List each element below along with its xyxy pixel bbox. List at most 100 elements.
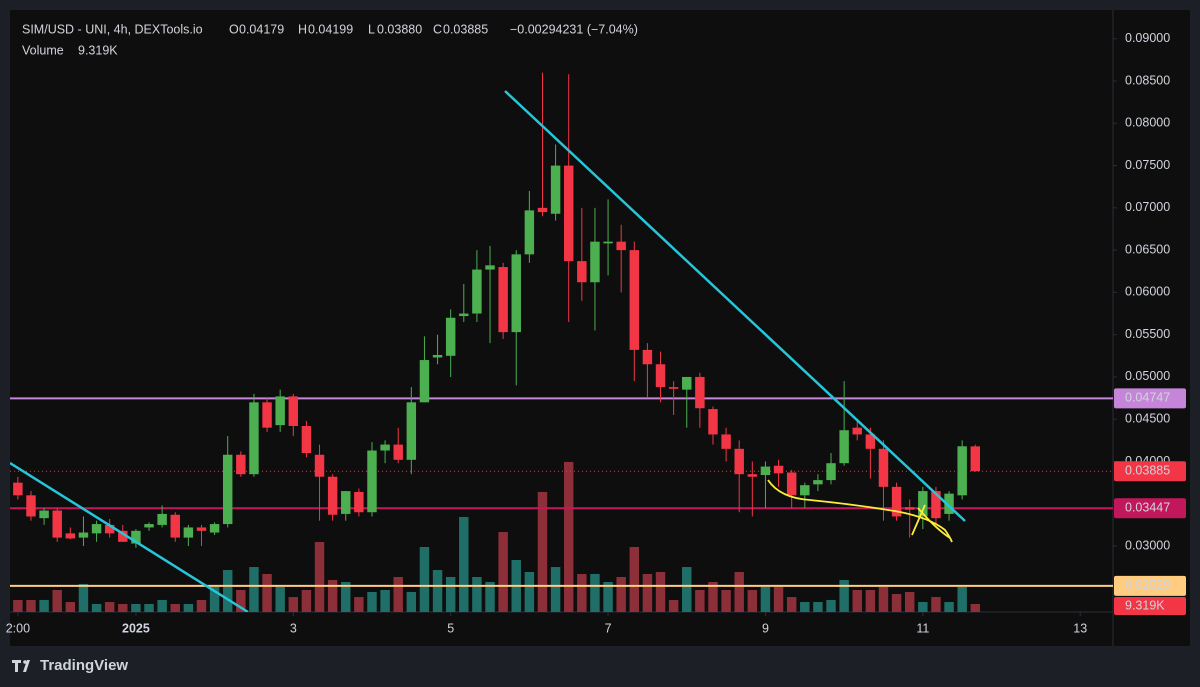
last-volume-label: 9.319K (1125, 598, 1165, 612)
candle-body (786, 472, 797, 496)
volume-bar (131, 604, 141, 612)
high-label: H (298, 22, 307, 36)
volume-bar (222, 570, 233, 612)
candle-body (314, 454, 325, 477)
volume-bar (904, 591, 915, 612)
y-tick-label: 0.03000 (1125, 538, 1170, 552)
high-value: 0.04199 (308, 22, 353, 36)
candle-body (734, 448, 744, 475)
volume-bar (13, 599, 23, 612)
volume-bar (485, 581, 495, 612)
candle-body (341, 491, 351, 514)
y-tick-label: 0.04500 (1125, 412, 1170, 426)
candle-body (800, 485, 810, 496)
volume-bar (262, 573, 272, 612)
candle-body (550, 165, 561, 214)
candle-body (157, 513, 167, 525)
close-label: C (433, 22, 442, 36)
candle-body (590, 241, 600, 283)
candle-body (603, 241, 613, 244)
price-line-box (1114, 388, 1186, 409)
volume-bar (891, 594, 902, 612)
candle-body (104, 524, 115, 534)
price-line-label: 0.02529 (1125, 578, 1170, 592)
candle-body (682, 376, 692, 390)
candle-body (695, 376, 705, 409)
last-price-box (1114, 461, 1186, 482)
volume-bar (957, 586, 967, 612)
x-tick-label: 9 (762, 621, 769, 635)
trendline (10, 461, 249, 612)
volume-bar (839, 580, 849, 612)
volume-bar (288, 597, 299, 612)
candle-body (406, 402, 417, 460)
x-tick-label: 3 (290, 621, 297, 635)
candle-body (393, 444, 403, 460)
volume-bar (708, 581, 718, 612)
volume-bar (918, 602, 928, 612)
candle-body (760, 466, 771, 476)
candle-body (118, 530, 128, 542)
candle-body (891, 486, 902, 517)
volume-bar (695, 589, 705, 612)
chart-background (10, 10, 1190, 646)
candle-body (918, 491, 928, 517)
candle-body (209, 524, 220, 533)
low-value: 0.03880 (377, 22, 422, 36)
y-tick-label: 0.07500 (1125, 158, 1170, 172)
candle-body (52, 510, 62, 538)
volume-bar (563, 461, 574, 612)
volume-bar (26, 599, 36, 612)
candle-body (485, 265, 495, 270)
volume-bar (800, 602, 810, 612)
volume-bar (341, 581, 351, 612)
candle-body (183, 527, 194, 538)
volume-label: Volume (22, 43, 64, 57)
volume-bar (878, 586, 889, 612)
y-tick-label: 0.05500 (1125, 327, 1170, 341)
candle-body (78, 532, 89, 538)
volume-bar (734, 572, 744, 612)
candle-body (301, 425, 312, 454)
volume-bar (104, 602, 115, 612)
volume-bar (550, 567, 561, 612)
candle-body (13, 482, 23, 496)
volume-bar (931, 597, 941, 612)
logo-dot (23, 660, 27, 664)
close-value: 0.03885 (443, 22, 488, 36)
volume-bar (419, 546, 430, 612)
candle-body (262, 402, 272, 428)
volume-bar (642, 573, 653, 612)
axes: 0.09000 0.08500 0.08000 0.07500 0.07000 0.065… (6, 31, 1186, 635)
candle-body (472, 269, 482, 314)
volume-bar (314, 541, 325, 612)
volume-bar (144, 604, 154, 612)
volume-bar (813, 602, 823, 612)
candle-body (91, 524, 102, 534)
volume-bar (367, 591, 377, 612)
x-tick-label: 11 (916, 621, 929, 635)
candle-body (537, 207, 548, 213)
price-line-box (1114, 498, 1186, 519)
y-tick-label: 0.06000 (1125, 285, 1170, 299)
volume-bar (236, 589, 246, 612)
candle-body (708, 409, 718, 435)
candle-body (773, 465, 784, 474)
candle-body (747, 474, 758, 477)
candle-body (668, 387, 679, 389)
volume-bar (65, 602, 76, 612)
candle-body (222, 454, 233, 525)
candle-body (563, 165, 574, 262)
volume-bar (747, 589, 758, 612)
volume-bar (682, 567, 692, 612)
volume-bar (78, 583, 89, 612)
volume-bar (629, 546, 640, 612)
volume-bar (432, 570, 443, 612)
volume-bar (196, 599, 207, 612)
volume-bar (327, 580, 338, 612)
x-tick-label: 2:00 (6, 621, 30, 635)
volume-bar (603, 581, 613, 612)
y-tick-label: 0.08500 (1125, 73, 1170, 87)
chart-title: SIM/USD - UNI, 4h, DEXTools.io (22, 22, 203, 36)
candle-body (616, 241, 626, 251)
